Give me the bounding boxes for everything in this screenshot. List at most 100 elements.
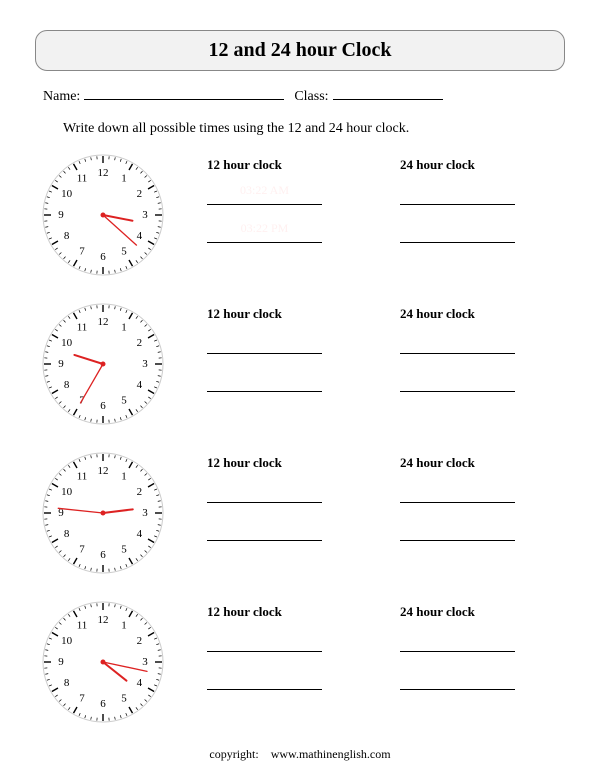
svg-text:3: 3: [142, 209, 148, 221]
svg-text:3: 3: [142, 656, 148, 668]
svg-text:1: 1: [121, 322, 127, 334]
svg-text:11: 11: [77, 173, 88, 185]
svg-text:12: 12: [98, 614, 109, 626]
svg-text:2: 2: [137, 337, 143, 349]
column-12hour: 12 hour clock: [207, 604, 372, 706]
svg-text:10: 10: [61, 635, 73, 647]
footer: copyright: www.mathinenglish.com: [0, 747, 600, 762]
svg-text:9: 9: [58, 209, 64, 221]
answer-line-12a[interactable]: [207, 332, 322, 354]
column-24hour: 24 hour clock: [400, 455, 565, 557]
svg-text:6: 6: [100, 698, 106, 710]
svg-text:1: 1: [121, 620, 127, 632]
svg-text:8: 8: [64, 379, 70, 391]
clock-row: 123456789101112 12 hour clock 24 hour cl…: [35, 296, 565, 437]
title-box: 12 and 24 hour Clock: [35, 30, 565, 71]
clock-row: 123456789101112 12 hour clock 24 hour cl…: [35, 445, 565, 586]
answer-line-24a[interactable]: [400, 481, 515, 503]
svg-text:7: 7: [79, 692, 85, 704]
col-head-12: 12 hour clock: [207, 604, 372, 620]
svg-text:12: 12: [98, 167, 109, 179]
svg-text:7: 7: [79, 245, 85, 257]
col-head-12: 12 hour clock: [207, 157, 372, 173]
clock-row: 123456789101112 12 hour clock 24 hour cl…: [35, 594, 565, 735]
answer-line-12b[interactable]: [207, 519, 322, 541]
clock-face: 123456789101112: [35, 296, 171, 432]
svg-text:4: 4: [137, 677, 143, 689]
svg-text:1: 1: [121, 173, 127, 185]
svg-text:6: 6: [100, 549, 106, 561]
svg-text:1: 1: [121, 471, 127, 483]
col-head-24: 24 hour clock: [400, 306, 565, 322]
answer-line-12a[interactable]: [207, 630, 322, 652]
svg-text:5: 5: [121, 543, 127, 555]
svg-text:3: 3: [142, 358, 148, 370]
clock-face: 123456789101112: [35, 594, 171, 730]
answer-columns: 12 hour clock 24 hour clock: [207, 445, 565, 557]
svg-text:6: 6: [100, 251, 106, 263]
answer-columns: 12 hour clock 03:22 AM 03:22 PM 24 hour …: [207, 147, 565, 259]
name-input-line[interactable]: [84, 99, 284, 100]
copyright-label: copyright:: [209, 747, 258, 761]
col-head-24: 24 hour clock: [400, 157, 565, 173]
svg-text:12: 12: [98, 316, 109, 328]
answer-line-12b[interactable]: 03:22 PM: [207, 221, 322, 243]
svg-text:8: 8: [64, 230, 70, 242]
column-24hour: 24 hour clock: [400, 604, 565, 706]
col-head-12: 12 hour clock: [207, 455, 372, 471]
svg-text:4: 4: [137, 379, 143, 391]
clock-rows: 123456789101112 12 hour clock 03:22 AM 0…: [35, 147, 565, 735]
svg-text:9: 9: [58, 656, 64, 668]
answer-line-12a[interactable]: [207, 481, 322, 503]
svg-text:10: 10: [61, 486, 73, 498]
class-input-line[interactable]: [333, 99, 443, 100]
svg-text:10: 10: [61, 188, 73, 200]
answer-line-24b[interactable]: [400, 668, 515, 690]
answer-line-12b[interactable]: [207, 668, 322, 690]
svg-text:12: 12: [98, 465, 109, 477]
answer-line-24b[interactable]: [400, 221, 515, 243]
answer-columns: 12 hour clock 24 hour clock: [207, 296, 565, 408]
svg-text:11: 11: [77, 322, 88, 334]
answer-line-24a[interactable]: [400, 183, 515, 205]
name-label: Name:: [43, 89, 80, 105]
svg-text:6: 6: [100, 400, 106, 412]
clock-face: 123456789101112: [35, 147, 171, 283]
clock-wrap: 123456789101112: [35, 445, 185, 586]
column-24hour: 24 hour clock: [400, 306, 565, 408]
svg-text:9: 9: [58, 358, 64, 370]
column-12hour: 12 hour clock: [207, 455, 372, 557]
answer-line-12a[interactable]: 03:22 AM: [207, 183, 322, 205]
clock-wrap: 123456789101112: [35, 594, 185, 735]
svg-text:3: 3: [142, 507, 148, 519]
instruction-text: Write down all possible times using the …: [63, 121, 565, 137]
svg-text:5: 5: [121, 394, 127, 406]
name-field: Name:: [43, 89, 284, 105]
svg-text:4: 4: [137, 528, 143, 540]
worksheet-title: 12 and 24 hour Clock: [44, 39, 556, 62]
clock-wrap: 123456789101112: [35, 296, 185, 437]
svg-text:11: 11: [77, 471, 88, 483]
clock-face: 123456789101112: [35, 445, 171, 581]
answer-line-12b[interactable]: [207, 370, 322, 392]
col-head-24: 24 hour clock: [400, 604, 565, 620]
answer-line-24b[interactable]: [400, 519, 515, 541]
col-head-12: 12 hour clock: [207, 306, 372, 322]
column-12hour: 12 hour clock 03:22 AM 03:22 PM: [207, 157, 372, 259]
svg-text:11: 11: [77, 620, 88, 632]
answer-line-24a[interactable]: [400, 332, 515, 354]
copyright-site: www.mathinenglish.com: [271, 747, 391, 761]
svg-text:8: 8: [64, 677, 70, 689]
answer-line-24a[interactable]: [400, 630, 515, 652]
svg-text:2: 2: [137, 188, 143, 200]
clock-row: 123456789101112 12 hour clock 03:22 AM 0…: [35, 147, 565, 288]
svg-text:4: 4: [137, 230, 143, 242]
col-head-24: 24 hour clock: [400, 455, 565, 471]
answer-line-24b[interactable]: [400, 370, 515, 392]
name-class-row: Name: Class:: [35, 89, 565, 105]
svg-text:5: 5: [121, 245, 127, 257]
column-12hour: 12 hour clock: [207, 306, 372, 408]
svg-text:2: 2: [137, 486, 143, 498]
clock-wrap: 123456789101112: [35, 147, 185, 288]
svg-text:8: 8: [64, 528, 70, 540]
